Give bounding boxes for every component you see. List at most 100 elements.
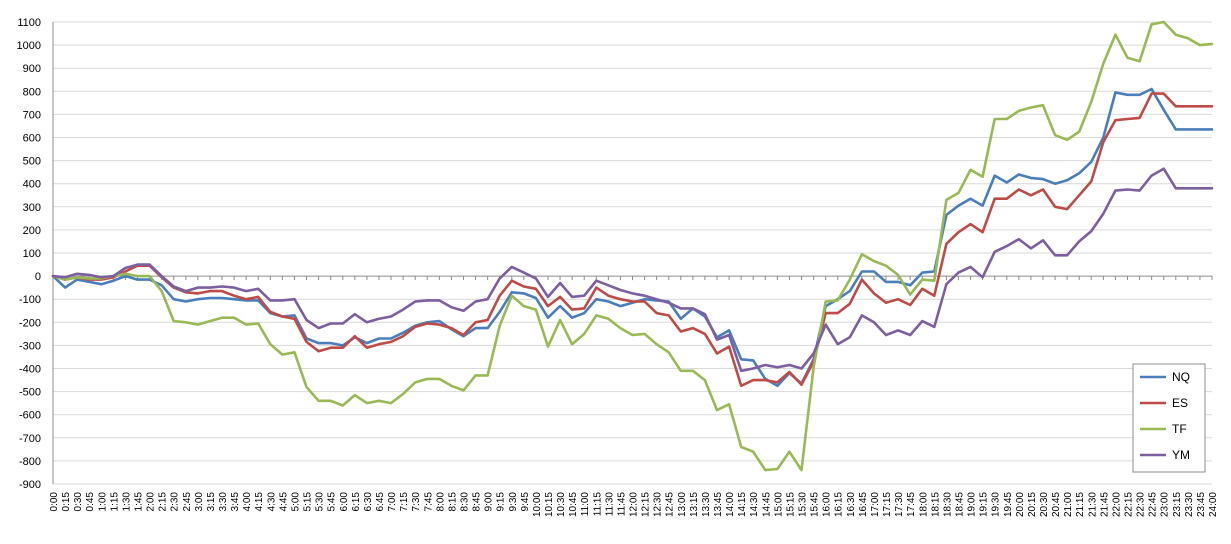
x-tick-label: 3:30: [218, 492, 229, 512]
x-tick-label: 11:30: [604, 492, 615, 517]
x-tick-label: 18:30: [942, 492, 953, 517]
x-tick-label: 10:30: [556, 492, 567, 517]
x-tick-label: 5:15: [303, 492, 314, 512]
x-tick-label: 19:30: [991, 492, 1002, 517]
y-tick-label: -500: [19, 387, 41, 399]
x-tick-label: 0:30: [73, 492, 84, 512]
x-tick-label: 13:00: [677, 492, 688, 517]
gridlines: [53, 21, 1212, 485]
x-tick-label: 9:30: [508, 492, 519, 512]
x-tick-label: 19:45: [1003, 492, 1014, 517]
x-tick-label: 10:15: [544, 492, 555, 517]
y-tick-label: -600: [19, 410, 41, 422]
x-tick-label: 11:45: [616, 492, 627, 517]
x-tick-label: 4:00: [242, 492, 253, 512]
x-tick-label: 7:30: [411, 492, 422, 512]
x-tick-label: 12:00: [629, 492, 640, 517]
x-tick-label: 12:45: [665, 492, 676, 517]
series-lines: [51, 20, 1214, 472]
x-tick-label: 23:30: [1184, 492, 1195, 517]
y-tick-label: 700: [23, 109, 41, 121]
x-tick-label: 23:15: [1172, 492, 1183, 517]
x-tick-label: 6:00: [339, 492, 350, 512]
x-tick-label: 17:00: [870, 492, 881, 517]
x-tick-label: 22:45: [1148, 492, 1159, 517]
x-tick-label: 2:30: [170, 492, 181, 512]
x-tick-label: 15:30: [798, 492, 809, 517]
x-tick-label: 15:00: [773, 492, 784, 517]
legend: NQ ES TF YM: [1132, 363, 1206, 473]
x-tick-label: 10:00: [532, 492, 543, 517]
y-tick-label: 400: [23, 179, 41, 191]
x-tick-label: 4:45: [278, 492, 289, 512]
x-tick-label: 21:30: [1087, 492, 1098, 517]
x-tick-label: 2:45: [182, 492, 193, 512]
x-tick-label: 16:00: [822, 492, 833, 517]
x-tick-label: 19:15: [979, 492, 990, 517]
x-tick-label: 3:45: [230, 492, 241, 512]
y-tick-label: 300: [23, 202, 41, 214]
y-axis-tick-labels: -900 -800 -700 -600 -500 -400 -300 -200 -100 0 100…: [17, 17, 41, 491]
y-tick-label: 600: [23, 133, 41, 145]
x-tick-label: 8:45: [472, 492, 483, 512]
x-tick-label: 5:45: [327, 492, 338, 512]
x-tick-label: 8:15: [447, 492, 458, 512]
x-tick-label: 5:00: [290, 492, 301, 512]
x-tick-label: 6:45: [375, 492, 386, 512]
x-tick-label: 22:00: [1111, 492, 1122, 517]
x-tick-label: 13:45: [713, 492, 724, 517]
x-tick-label: 16:30: [846, 492, 857, 517]
x-tick-label: 17:15: [882, 492, 893, 517]
x-tick-label: 1:30: [121, 492, 132, 512]
axes: [52, 22, 1213, 484]
x-tick-label: 19:00: [967, 492, 978, 517]
y-tick-label: 900: [23, 63, 41, 75]
y-tick-label: 200: [23, 225, 41, 237]
x-tick-label: 4:30: [266, 492, 277, 512]
x-tick-label: 12:30: [653, 492, 664, 517]
x-tick-label: 8:00: [435, 492, 446, 512]
x-tick-label: 24:00: [1208, 492, 1219, 517]
x-tick-label: 23:45: [1196, 492, 1207, 517]
x-tick-label: 11:00: [580, 492, 591, 517]
x-tick-label: 17:30: [894, 492, 905, 517]
y-tick-label: -900: [19, 479, 41, 491]
x-tick-label: 20:45: [1051, 492, 1062, 517]
x-tick-label: 21:15: [1075, 492, 1086, 517]
legend-label-ym: YM: [1172, 448, 1190, 462]
series-line-nq: [51, 87, 1214, 388]
x-tick-label: 9:00: [484, 492, 495, 512]
x-tick-label: 1:15: [109, 492, 120, 512]
legend-label-tf: TF: [1172, 422, 1187, 436]
x-tick-label: 7:45: [423, 492, 434, 512]
y-tick-label: 1100: [17, 17, 41, 29]
x-tick-label: 6:15: [351, 492, 362, 512]
legend-label-nq: NQ: [1172, 370, 1190, 384]
y-tick-label: 100: [23, 248, 41, 260]
x-tick-label: 2:15: [158, 492, 169, 512]
x-tick-label: 14:30: [749, 492, 760, 517]
x-tick-label: 20:00: [1015, 492, 1026, 517]
x-tick-label: 9:15: [496, 492, 507, 512]
x-tick-label: 13:15: [689, 492, 700, 517]
y-tick-label: -200: [19, 317, 41, 329]
x-tick-label: 11:15: [592, 492, 603, 517]
series-line-es: [51, 92, 1214, 388]
y-tick-label: -100: [19, 294, 41, 306]
x-tick-label: 21:00: [1063, 492, 1074, 517]
series-line-ym: [51, 167, 1214, 373]
x-tick-label: 3:00: [194, 492, 205, 512]
x-tick-label: 5:30: [315, 492, 326, 512]
x-tick-label: 14:45: [761, 492, 772, 517]
x-tick-label: 1:00: [97, 492, 108, 512]
x-tick-label: 0:45: [85, 492, 96, 512]
x-tick-label: 7:00: [387, 492, 398, 512]
y-tick-label: -700: [19, 433, 41, 445]
x-tick-label: 4:15: [254, 492, 265, 512]
y-tick-label: 500: [23, 156, 41, 168]
y-tick-label: -800: [19, 456, 41, 468]
y-tick-label: 1000: [17, 40, 41, 52]
x-tick-label: 15:45: [810, 492, 821, 517]
legend-label-es: ES: [1172, 396, 1188, 410]
